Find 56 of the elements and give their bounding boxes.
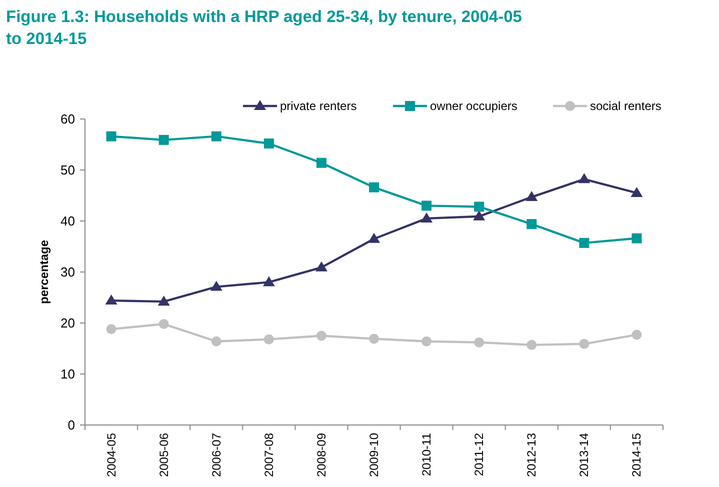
point: [579, 238, 590, 248]
point: [316, 158, 326, 168]
x-tick-label: 2011-12: [472, 432, 486, 476]
point: [368, 232, 380, 243]
point: [632, 330, 642, 340]
point: [158, 296, 170, 306]
y-tick-label: 40: [60, 214, 75, 229]
y-tick-label: 20: [60, 316, 75, 331]
point: [210, 280, 222, 291]
point: [158, 134, 169, 145]
legend-label: private renters: [280, 99, 357, 114]
point: [369, 334, 379, 344]
y-tick-label: 0: [68, 418, 75, 433]
point: [578, 173, 590, 184]
chart-title: Figure 1.3: Households with a HRP aged 25-34, by tenure, 2004-05 to 2014-15: [6, 8, 522, 48]
point: [316, 330, 326, 341]
point: [211, 336, 222, 346]
x-tick-label: 2014-15: [630, 432, 644, 478]
x-tick-label: 2013-14: [577, 432, 592, 478]
point: [105, 294, 118, 305]
x-tick-label: 2009-10: [367, 432, 381, 478]
x-tick-label: 2005-06: [156, 432, 171, 478]
y-axis-title: percentage: [37, 240, 51, 304]
point: [315, 261, 328, 272]
x-tick-label: 2004-05: [104, 432, 118, 478]
x-tick-label: 2006-07: [209, 432, 224, 478]
point: [526, 219, 537, 230]
point: [474, 337, 484, 348]
point: [526, 340, 537, 350]
point: [632, 233, 642, 244]
point: [474, 202, 484, 212]
x-tick-label: 2007-08: [262, 432, 276, 478]
point: [526, 191, 538, 202]
legend-label: owner occupiers: [430, 99, 518, 114]
point: [473, 210, 486, 220]
point: [264, 138, 274, 148]
point: [579, 338, 590, 349]
legend-label: social renters: [590, 99, 662, 114]
point: [262, 276, 275, 286]
x-tick-label: 2012-13: [524, 432, 539, 478]
point: [106, 131, 116, 142]
y-tick-label: 50: [60, 162, 75, 178]
point: [106, 324, 116, 334]
x-tick-label: 2010-11: [420, 432, 434, 476]
point: [422, 336, 432, 346]
y-tick-label: 60: [60, 112, 75, 127]
point: [422, 200, 432, 211]
y-tick-label: 10: [60, 366, 75, 382]
point: [211, 131, 222, 142]
point: [264, 334, 274, 344]
x-tick-label: 2008-09: [314, 432, 328, 478]
point: [158, 319, 169, 330]
point: [420, 212, 433, 222]
point: [630, 186, 643, 197]
y-tick-label: 30: [60, 264, 75, 280]
point: [369, 182, 379, 192]
